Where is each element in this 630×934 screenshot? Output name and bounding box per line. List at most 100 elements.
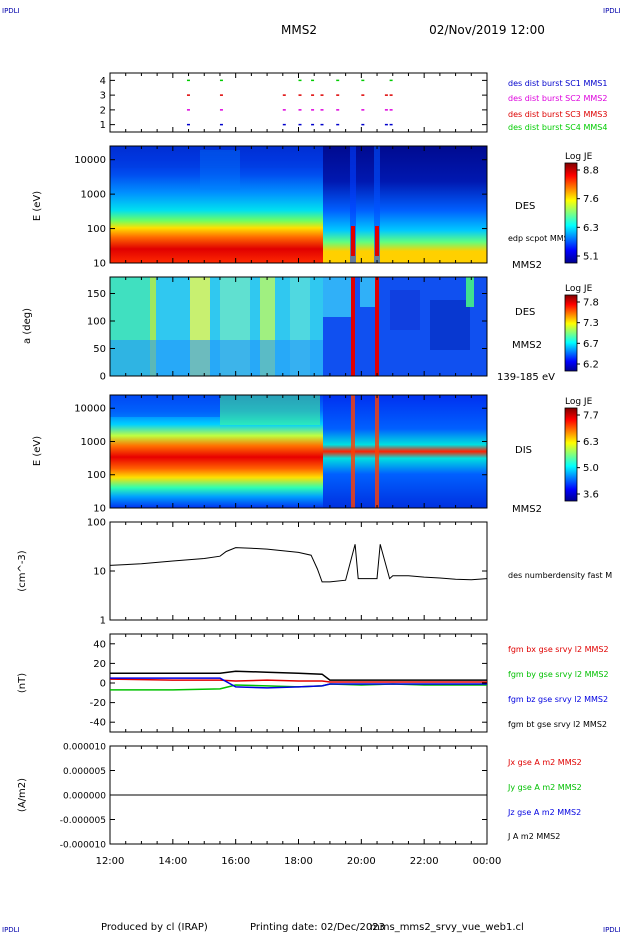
dis-energy-label-mms2: MMS2 xyxy=(512,504,542,515)
fgm-legend-label: fgm bz gse srvy l2 MMS2 xyxy=(508,695,608,704)
panel-des-energy: 10 100 1000 10000 E (eV) DES edp scpot MMS2… xyxy=(32,145,599,271)
footer-printing: Printing date: 02/Dec/2023 xyxy=(250,922,385,933)
current-legend-label: Jx gse A m2 MMS2 xyxy=(507,758,582,767)
footer-produced: Produced by cl (IRAP) xyxy=(101,922,208,933)
current-legend-label: Jy gse A m2 MMS2 xyxy=(507,783,582,792)
y-tick-label: 1 xyxy=(100,616,106,627)
fgm-legend-label: fgm by gse srvy l2 MMS2 xyxy=(508,670,609,679)
panel-dis-energy: 10 100 1000 10000 E (eV) DIS MMS2 Log JE 7.… xyxy=(32,394,599,515)
colorbar-title: Log JE xyxy=(565,397,593,407)
y-tick-label: 10000 xyxy=(74,404,106,415)
x-tick-label: 22:00 xyxy=(410,856,439,867)
fgm-legend-label: fgm bx gse srvy l2 MMS2 xyxy=(508,645,609,654)
colorbar-tick-label: 3.6 xyxy=(583,490,599,501)
x-tick-label: 12:00 xyxy=(96,856,125,867)
x-tick-label: 20:00 xyxy=(347,856,376,867)
corner-label-bottom-left: IPDLI xyxy=(2,926,20,934)
y-tick-label: 1 xyxy=(100,120,106,131)
y-tick-label: 100 xyxy=(87,518,106,529)
dis-energy-ylabel: E (eV) xyxy=(32,436,43,466)
y-tick-label: 0.000005 xyxy=(63,767,106,777)
current-ylabel: (A/m2) xyxy=(17,778,28,812)
burst-legend-label: des dist burst SC3 MMS3 xyxy=(508,110,607,119)
density-line xyxy=(109,544,488,583)
des-pitch-ylabel: a (deg) xyxy=(22,308,33,344)
colorbar-title: Log JE xyxy=(565,284,593,294)
colorbar-tick-label: 7.8 xyxy=(583,298,599,309)
des-pitch-spectrogram xyxy=(110,277,487,376)
colorbar-tick-label: 7.6 xyxy=(583,194,599,205)
page-datetime: 02/Nov/2019 12:00 xyxy=(429,23,545,37)
y-tick-label: 10000 xyxy=(74,155,106,166)
current-legend-label: Jz gse A m2 MMS2 xyxy=(507,808,581,817)
y-tick-label: -0.000010 xyxy=(60,841,106,851)
panel-fgm: -40 -20 0 20 40 (nT) fgm bx gse srvy l2 MMS2… xyxy=(17,633,609,733)
fgm-line xyxy=(110,677,487,689)
burst-legend-label: des dist burst SC4 MMS4 xyxy=(508,123,607,132)
corner-label-top-left: IPDLI xyxy=(2,7,20,15)
y-tick-label: 100 xyxy=(87,224,106,235)
panel-current: 0.000010 0.000005 0.000000 -0.000005 -0.0000… xyxy=(17,743,582,851)
y-tick-label: 100 xyxy=(87,317,106,328)
footer-file: mms_mms2_srvy_vue_web1.cl xyxy=(370,922,524,933)
x-tick-label: 14:00 xyxy=(158,856,187,867)
des-pitch-label-energy: 139-185 eV xyxy=(497,372,555,383)
colorbar-tick-label: 7.7 xyxy=(583,411,599,422)
panel-des-pitch: 0 50 100 150 a (deg) DES MMS2 139-185 eV Lo… xyxy=(22,276,599,383)
y-tick-label: 1000 xyxy=(81,190,106,201)
y-tick-label: 1000 xyxy=(81,437,106,448)
y-tick-label: 150 xyxy=(87,289,106,300)
y-tick-label: 100 xyxy=(87,470,106,481)
colorbar-tick-label: 6.2 xyxy=(583,360,599,371)
fgm-line xyxy=(110,670,487,681)
des-energy-colorbar: Log JE 8.8 7.6 6.3 5.1 xyxy=(564,152,599,264)
y-tick-label: 3 xyxy=(100,91,106,102)
y-tick-label: 0 xyxy=(100,372,106,383)
panel-burst: 1 2 3 4 des dist burst SC1 MMS1 des dist bur… xyxy=(100,72,607,133)
y-tick-label: -0.000005 xyxy=(60,816,106,826)
y-tick-label: 10 xyxy=(93,259,106,270)
des-energy-ylabel: E (eV) xyxy=(32,191,43,221)
x-tick-label: 16:00 xyxy=(221,856,250,867)
fgm-ylabel: (nT) xyxy=(17,673,28,693)
des-pitch-label-des: DES xyxy=(515,307,535,318)
colorbar-title: Log JE xyxy=(565,152,593,162)
y-tick-label: 0.000000 xyxy=(63,792,106,802)
fgm-legend-label: fgm bt gse srvy l2 MMS2 xyxy=(508,720,607,729)
y-tick-label: 2 xyxy=(100,105,106,116)
fgm-line xyxy=(109,678,487,683)
colorbar-tick-label: 6.7 xyxy=(583,339,599,350)
y-tick-label: 50 xyxy=(93,344,106,355)
burst-legend-label: des dist burst SC1 MMS1 xyxy=(508,79,607,88)
y-tick-label: 4 xyxy=(100,76,106,87)
current-legend-label: J A m2 MMS2 xyxy=(507,832,560,841)
des-energy-spectrogram xyxy=(110,146,487,263)
y-tick-label: 10 xyxy=(93,504,106,515)
x-tick-label: 00:00 xyxy=(473,856,502,867)
y-tick-label: -40 xyxy=(90,718,106,729)
colorbar-tick-label: 6.3 xyxy=(583,223,599,234)
density-series-label: des numberdensity fast M xyxy=(508,571,612,580)
des-pitch-colorbar: Log JE 7.8 7.3 6.7 6.2 xyxy=(564,284,599,372)
des-pitch-label-mms2: MMS2 xyxy=(512,340,542,351)
y-tick-label: -20 xyxy=(90,698,106,709)
y-tick-label: 10 xyxy=(93,567,106,578)
des-energy-label-scpot: edp scpot MMS2 xyxy=(508,234,574,243)
colorbar-tick-label: 8.8 xyxy=(583,166,599,177)
colorbar-tick-label: 5.0 xyxy=(583,463,599,474)
y-tick-label: 0.000010 xyxy=(63,743,106,753)
dis-energy-colorbar: Log JE 7.7 6.3 5.0 3.6 xyxy=(564,397,599,502)
des-energy-label-mms2: MMS2 xyxy=(512,260,542,271)
density-ylabel: (cm^-3) xyxy=(17,550,28,591)
y-tick-label: 20 xyxy=(93,659,106,670)
page-title: MMS2 xyxy=(281,23,317,37)
corner-label-top-right: IPDLI xyxy=(603,7,621,15)
burst-legend-label: des dist burst SC2 MMS2 xyxy=(508,94,607,103)
y-tick-label: 0 xyxy=(100,679,106,690)
y-tick-label: 40 xyxy=(93,639,106,650)
colorbar-tick-label: 5.1 xyxy=(583,252,599,263)
panel-density: 1 10 100 (cm^-3) des numberdensity fast M xyxy=(17,518,612,627)
colorbar-tick-label: 7.3 xyxy=(583,318,599,329)
corner-label-bottom-right: IPDLI xyxy=(603,926,621,934)
